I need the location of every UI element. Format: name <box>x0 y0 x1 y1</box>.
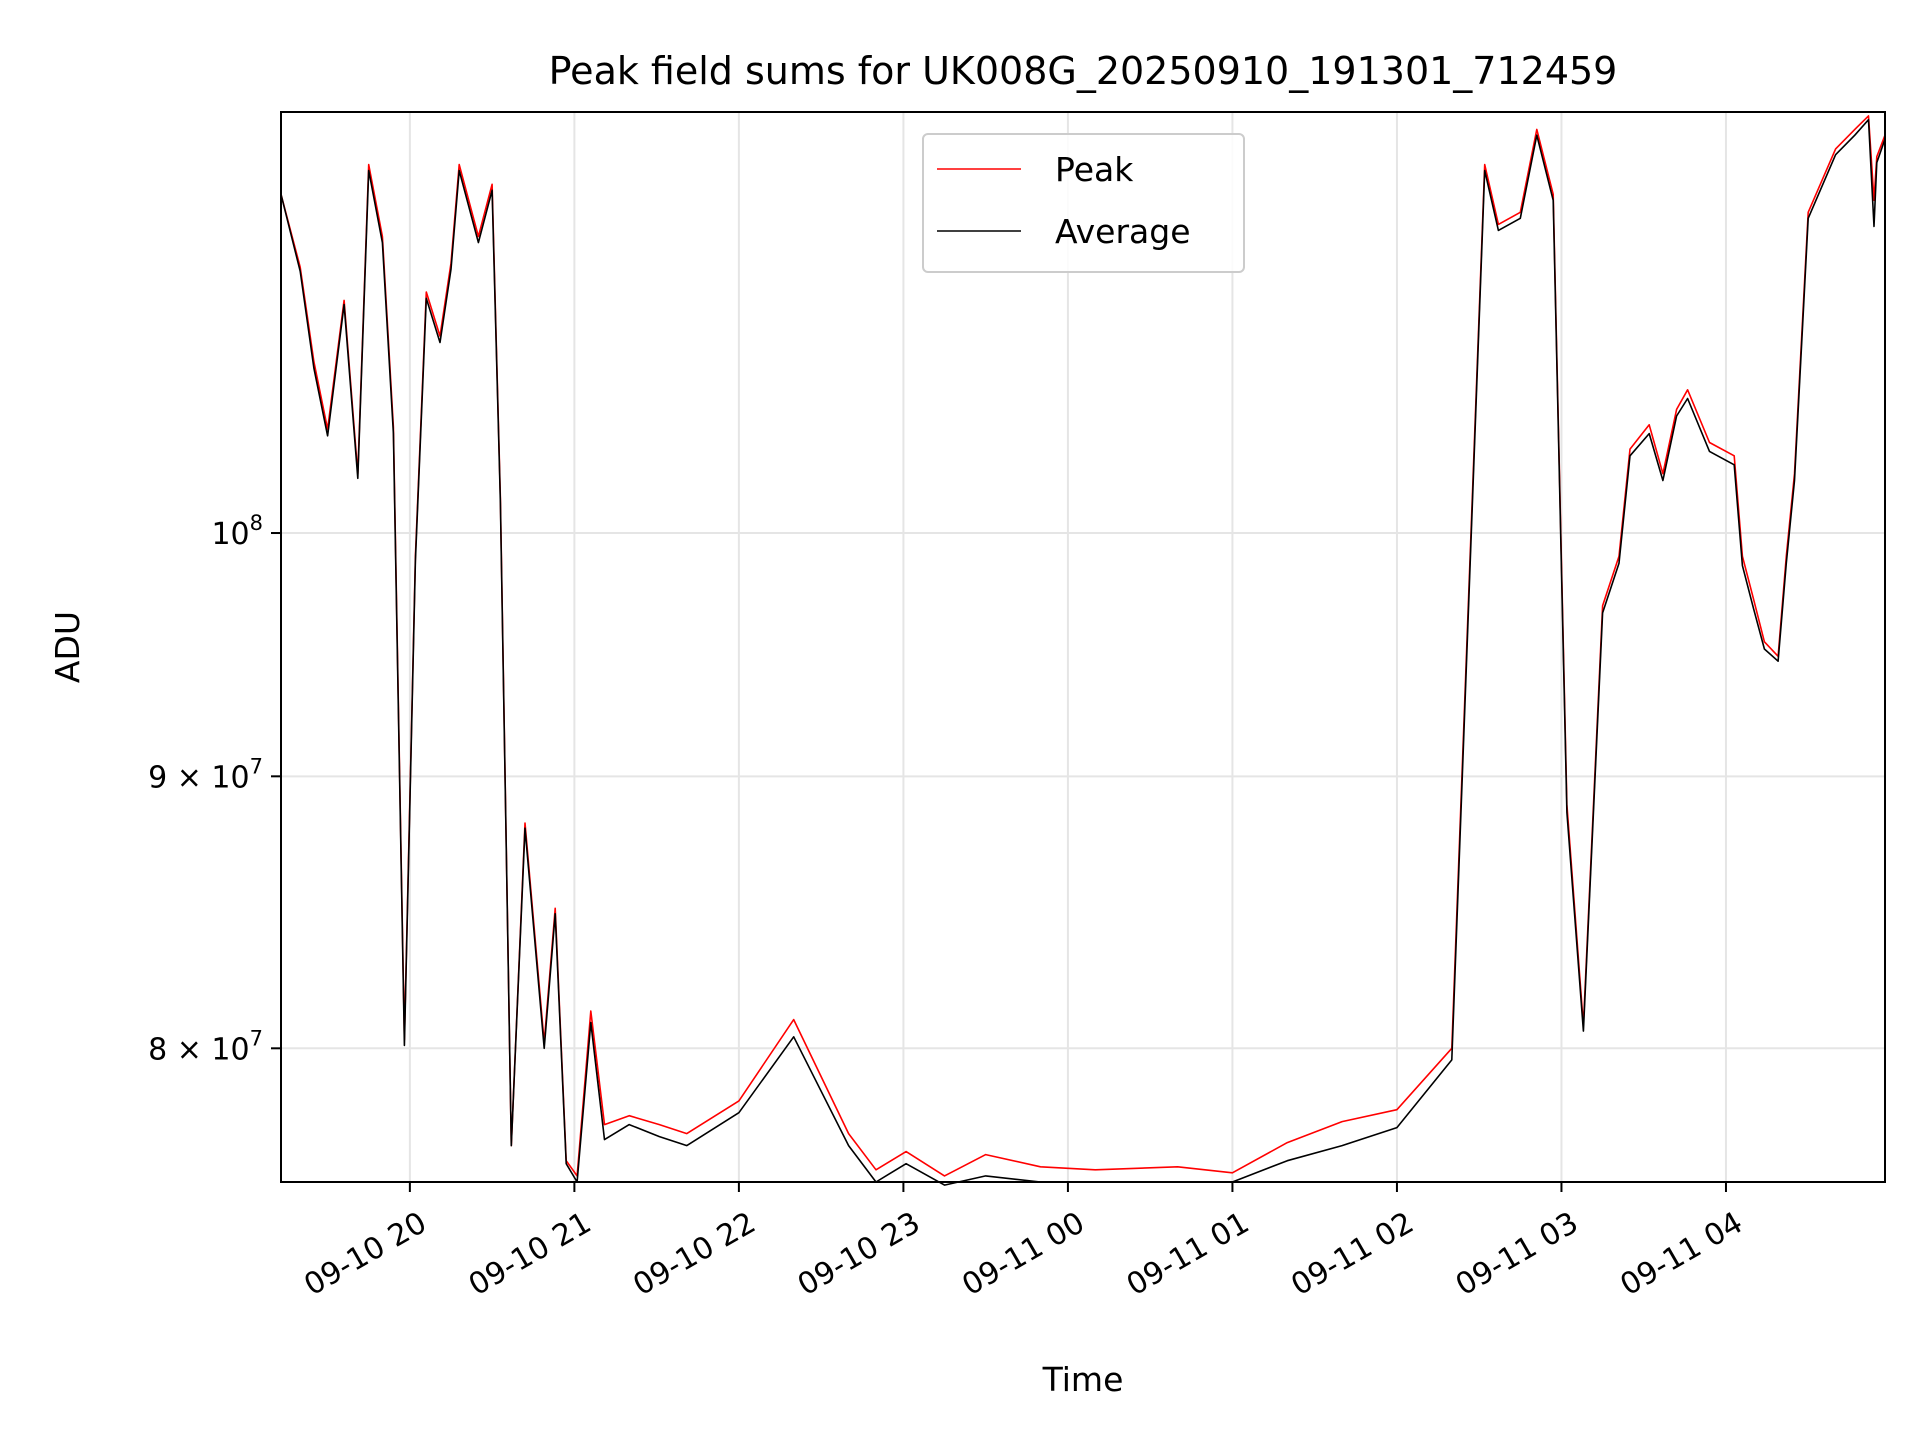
y-axis-label: ADU <box>48 611 87 683</box>
legend-average-label: Average <box>1055 212 1191 251</box>
chart-title: Peak field sums for UK008G_20250910_1913… <box>549 49 1618 93</box>
legend-peak-label: Peak <box>1055 150 1134 189</box>
x-axis-label: Time <box>1042 1360 1124 1399</box>
y-tick-label: 9 × 107 <box>148 754 263 795</box>
plot-area <box>280 111 1886 1186</box>
plot-frame <box>280 111 1886 1183</box>
legend: Peak Average <box>922 133 1245 273</box>
y-tick-label: 8 × 107 <box>148 1026 263 1067</box>
grid <box>281 112 1885 1182</box>
